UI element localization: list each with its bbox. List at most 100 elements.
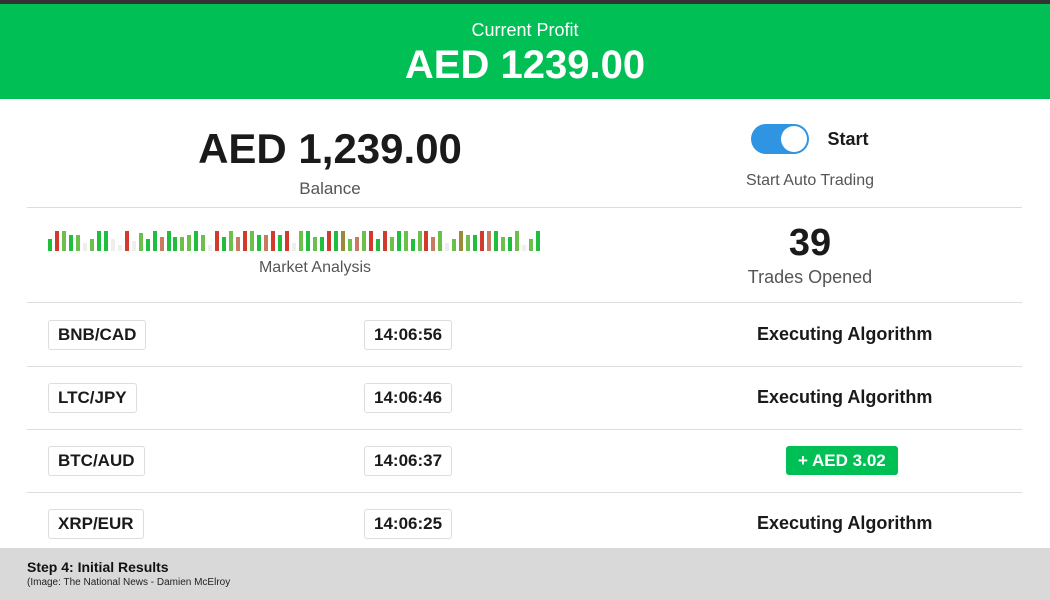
market-bar <box>152 231 157 251</box>
market-bar <box>305 231 310 251</box>
market-bar <box>187 235 192 251</box>
trades-label: Trades Opened <box>747 267 873 287</box>
market-bar <box>173 237 178 251</box>
market-bar <box>131 241 136 251</box>
start-label: Start <box>827 128 869 149</box>
currency-pair: BTC/AUD <box>48 446 145 476</box>
market-analysis-label: Market Analysis <box>258 259 372 276</box>
market-bar <box>508 237 513 251</box>
auto-trading-toggle[interactable] <box>751 124 810 154</box>
auto-trading-section: Start Start Auto Trading <box>720 124 900 190</box>
market-bar <box>194 231 199 251</box>
market-bar <box>515 231 520 251</box>
market-bar <box>382 231 387 251</box>
trade-time: 14:06:37 <box>364 446 453 476</box>
trade-status: Executing Algorithm <box>757 387 933 407</box>
market-bar <box>54 231 59 251</box>
market-bar <box>48 239 52 251</box>
trades-section: 39 Trades Opened <box>710 222 910 288</box>
market-bar <box>501 237 506 251</box>
divider <box>27 366 1022 367</box>
market-bar <box>452 239 457 251</box>
market-bar <box>201 235 206 251</box>
market-bar <box>375 239 380 251</box>
market-bar <box>208 245 213 251</box>
market-bar <box>473 235 478 251</box>
trade-row: XRP/EUR 14:06:25 Executing Algorithm <box>27 492 1022 555</box>
market-bar <box>438 231 443 251</box>
market-bar <box>326 231 331 251</box>
auto-trading-label: Start Auto Trading <box>745 172 875 189</box>
market-bar <box>333 231 338 251</box>
trade-row: LTC/JPY 14:06:46 Executing Algorithm <box>27 366 1022 429</box>
market-bar <box>229 231 234 251</box>
market-bar <box>103 231 108 251</box>
divider <box>27 429 1022 430</box>
market-bar <box>250 231 255 251</box>
market-bar <box>89 239 94 251</box>
market-bar <box>396 231 401 251</box>
market-bar <box>424 231 429 251</box>
trade-row: BNB/CAD 14:06:56 Executing Algorithm <box>27 303 1022 366</box>
market-bar <box>61 231 66 251</box>
market-bar <box>536 231 541 251</box>
market-bar <box>82 243 87 251</box>
divider <box>27 302 1022 303</box>
divider <box>27 207 1022 208</box>
market-bar <box>522 245 527 251</box>
market-bar <box>368 231 373 251</box>
caption-footer: Step 4: Initial Results (Image: The Nati… <box>0 548 1050 600</box>
market-analysis-bars <box>48 229 548 251</box>
market-bar <box>138 233 143 251</box>
market-bar <box>271 231 276 251</box>
market-bar <box>222 237 227 251</box>
trade-time: 14:06:25 <box>364 509 453 539</box>
market-bar <box>354 237 359 251</box>
trade-row: BTC/AUD 14:06:37 + AED 3.02 <box>27 429 1022 492</box>
market-bar <box>96 231 101 251</box>
market-bar <box>459 231 464 251</box>
market-bar <box>410 239 415 251</box>
market-bar <box>487 231 492 251</box>
market-bar <box>285 231 290 251</box>
currency-pair: LTC/JPY <box>48 383 137 413</box>
market-bar <box>431 237 436 251</box>
market-bar <box>75 235 80 251</box>
trade-time: 14:06:56 <box>364 320 453 350</box>
balance-amount: AED 1,239.00 <box>198 125 462 172</box>
market-bar <box>145 239 150 251</box>
market-bar <box>243 231 248 251</box>
market-bar <box>466 235 471 251</box>
profit-header: Current Profit AED 1239.00 <box>0 4 1050 99</box>
current-profit-label: Current Profit <box>471 20 579 40</box>
market-bar <box>361 231 366 251</box>
market-bar <box>264 235 269 251</box>
market-bar <box>389 237 394 251</box>
balance-label: Balance <box>299 179 361 198</box>
market-bar <box>417 231 422 251</box>
current-profit-value: AED 1239.00 <box>404 43 646 87</box>
image-credit: (Image: The National News - Damien McElr… <box>27 577 231 588</box>
divider <box>27 492 1022 493</box>
market-bar <box>312 237 317 251</box>
market-bar <box>257 235 262 251</box>
market-bar <box>445 243 450 251</box>
market-bar <box>340 231 345 251</box>
market-bar <box>117 245 122 251</box>
currency-pair: XRP/EUR <box>48 509 144 539</box>
market-bar <box>110 239 115 251</box>
market-bar <box>215 231 220 251</box>
market-bar <box>166 231 171 251</box>
market-bar <box>180 237 185 251</box>
market-bar <box>319 237 324 251</box>
currency-pair: BNB/CAD <box>48 320 147 350</box>
trades-count: 39 <box>788 222 832 264</box>
trade-status: Executing Algorithm <box>757 324 933 344</box>
market-bar <box>278 235 283 251</box>
market-bar <box>124 231 129 251</box>
market-bar <box>292 243 296 251</box>
market-bar <box>298 231 303 251</box>
profit-badge: + AED 3.02 <box>786 446 898 475</box>
top-border <box>0 0 1050 4</box>
toggle-knob <box>781 126 808 152</box>
